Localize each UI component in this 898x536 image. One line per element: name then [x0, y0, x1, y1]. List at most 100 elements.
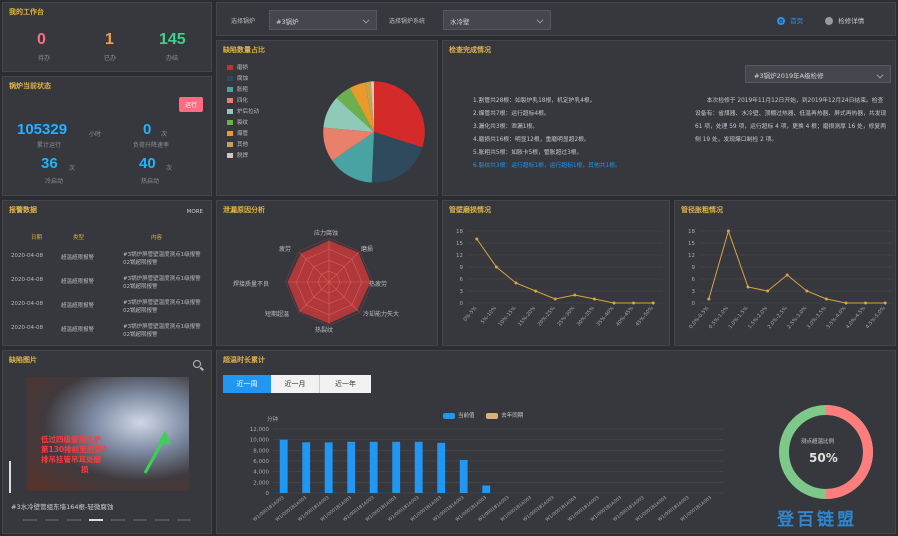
done-count[interactable]: 1: [105, 31, 114, 48]
radar-chart[interactable]: [269, 227, 389, 337]
hot-start-unit: 次: [166, 165, 173, 172]
row-content: 02锅超限报警: [123, 260, 158, 266]
carousel-dot[interactable]: [155, 519, 169, 521]
legend-item[interactable]: 其他: [227, 140, 259, 151]
row-type: 超温超限报警: [61, 303, 95, 309]
defect-pie-chart[interactable]: [319, 77, 429, 187]
legend-item[interactable]: 爆管: [227, 129, 259, 140]
carousel-dot[interactable]: [67, 519, 81, 521]
gauge-arc: [825, 405, 873, 499]
carousel-dot-active[interactable]: [89, 519, 103, 521]
col-content: 内容: [151, 235, 163, 241]
pie-legend: 磨损 腐蚀 胀粗 四化 炉后拉动 裂纹 爆管 其他 脱焊: [227, 63, 259, 162]
closed-count[interactable]: 145: [159, 31, 186, 48]
radar-axis-label: 冷却能力失大: [363, 311, 400, 318]
carousel-dot[interactable]: [45, 519, 59, 521]
legend-item[interactable]: 去年同期: [486, 412, 523, 419]
cold-start-label: 冷启动: [45, 178, 64, 185]
radar-panel: 泄漏原因分析 应力腐蚀 磨损 热疲劳 冷却能力失大 热裂纹 短期超温 焊接质量不…: [216, 200, 438, 346]
row-content: #3锅炉屏管壁温度测点1级报警: [123, 252, 201, 258]
data-point: [612, 301, 616, 305]
gauge-label: 测点超温比例: [801, 439, 835, 445]
search-icon[interactable]: [193, 360, 201, 368]
boiler-select[interactable]: #3锅炉: [269, 10, 377, 30]
y-tick-label: 18: [456, 229, 463, 235]
load-rate-value: 0: [143, 121, 152, 138]
legend-label: 胀粗: [237, 87, 249, 93]
pipe-line-chart[interactable]: 03691215180.0%-0.5%0.5%-1.0%1.0%-1.5%1.5…: [677, 221, 893, 345]
carousel-dot[interactable]: [133, 519, 147, 521]
more-link[interactable]: MORE: [186, 209, 203, 215]
overtemp-bar-chart[interactable]: 02,0004,0006,0008,00010,00012,000W1/0001…: [233, 421, 733, 531]
carousel-dot[interactable]: [177, 519, 191, 521]
pie-slice-swelling: [332, 132, 374, 183]
wear-line-chart[interactable]: 0 3 6 9 12 15 18 0%-5% 5%-10% 10%-15% 15%-20% 20%-2…: [445, 221, 667, 345]
system-select-value: 水冷壁: [450, 18, 470, 26]
status-badge: 运行: [178, 97, 203, 112]
legend-swatch: [227, 109, 233, 114]
photo-title: 缺陷图片: [9, 356, 37, 364]
y-tick-label: 18: [688, 229, 695, 235]
todo-count[interactable]: 0: [37, 31, 46, 48]
carousel-dot[interactable]: [111, 519, 125, 521]
chevron-down-icon: [876, 71, 884, 79]
data-point: [844, 301, 848, 305]
radio-home-label: 首页: [790, 17, 804, 25]
legend-item[interactable]: 磨损: [227, 63, 259, 74]
carousel-dots[interactable]: [23, 519, 193, 521]
bar: [392, 441, 401, 493]
y-tick-label: 15: [456, 241, 463, 247]
load-rate-unit: 次: [161, 131, 168, 138]
inspection-summary: 本次检修于 2019年11月12日开始，到2019年12月24日结束。检查设备有…: [695, 98, 887, 143]
overlay-line: 排吊挂管吊耳处磨: [41, 455, 101, 464]
legend-item[interactable]: 裂纹: [227, 118, 259, 129]
inspection-item: 3.漏化共3根：泄漏1根。: [473, 124, 539, 130]
tab-year[interactable]: 近一年: [319, 375, 371, 393]
row-content: 02锅超限报警: [123, 308, 158, 314]
photo-panel: 缺陷图片 低过四级管排从炉 第130排前至后第2 排吊挂管吊耳处磨 损 #3水冷…: [2, 350, 212, 534]
radio-home[interactable]: 首页: [777, 15, 803, 25]
photo-scroll-indicator[interactable]: [9, 461, 11, 493]
inspection-select[interactable]: #3锅炉2019年A级检修: [745, 65, 891, 83]
y-tick-label: 2,000: [253, 480, 269, 486]
system-select[interactable]: 水冷壁: [443, 10, 551, 30]
pie-slice-wear: [374, 81, 425, 148]
pipe-chart-title: 管径胀粗情况: [681, 206, 723, 214]
legend-swatch: [227, 131, 233, 136]
carousel-dot[interactable]: [23, 519, 37, 521]
pipe-chart-panel: 管径胀粗情况 0 3 6 9 12 15 18 0.0%-0.5% 0.5%-1.0% 1.0%-…: [674, 200, 896, 346]
wear-chart-title: 管壁磨损情况: [449, 206, 491, 214]
x-tick-label: 10%-15%: [497, 305, 517, 327]
legend-item[interactable]: 四化: [227, 96, 259, 107]
radio-detail[interactable]: 检修详情: [825, 15, 864, 25]
x-tick-label: 0%-5%: [462, 305, 478, 323]
row-date: 2020-04-08: [11, 325, 43, 331]
row-type: 超温超限报警: [61, 279, 95, 285]
pie-slice-other: [365, 81, 374, 132]
col-type: 类型: [73, 235, 85, 241]
overtemp-gauge[interactable]: [771, 397, 881, 507]
tab-month[interactable]: 近一月: [271, 375, 319, 393]
x-tick-label: 20%-25%: [537, 305, 557, 327]
defect-photo[interactable]: 低过四级管排从炉 第130排前至后第2 排吊挂管吊耳处磨 损: [27, 377, 189, 491]
legend-item[interactable]: 腐蚀: [227, 74, 259, 85]
y-tick-label: 6,000: [253, 459, 269, 465]
overtemp-title: 超温时长累计: [223, 356, 265, 364]
tab-week[interactable]: 近一周: [223, 375, 271, 393]
legend-item[interactable]: 胀粗: [227, 85, 259, 96]
bar-legend: 当前值 去年同期: [443, 411, 523, 419]
legend-swatch: [227, 76, 233, 81]
workbench-panel: 我的工作台 0 待办 1 已办 145 办结: [2, 2, 212, 72]
cold-start-value: 36: [41, 155, 58, 172]
legend-item[interactable]: 脱焊: [227, 151, 259, 162]
bar: [459, 459, 468, 493]
pie-slice-corrosion: [371, 132, 423, 183]
hot-start-value: 40: [139, 155, 156, 172]
photo-overlay-text: 低过四级管排从炉 第130排前至后第2 排吊挂管吊耳处磨 损: [41, 435, 107, 475]
row-content: #3锅炉屏管壁温度测点1级报警: [123, 300, 201, 306]
search-icon-handle: [200, 366, 204, 371]
load-rate-label: 负荷升降速率: [133, 142, 170, 149]
legend-item[interactable]: 炉后拉动: [227, 107, 259, 118]
defect-pie-title: 缺陷数量占比: [223, 46, 265, 54]
legend-item[interactable]: 当前值: [443, 412, 475, 419]
